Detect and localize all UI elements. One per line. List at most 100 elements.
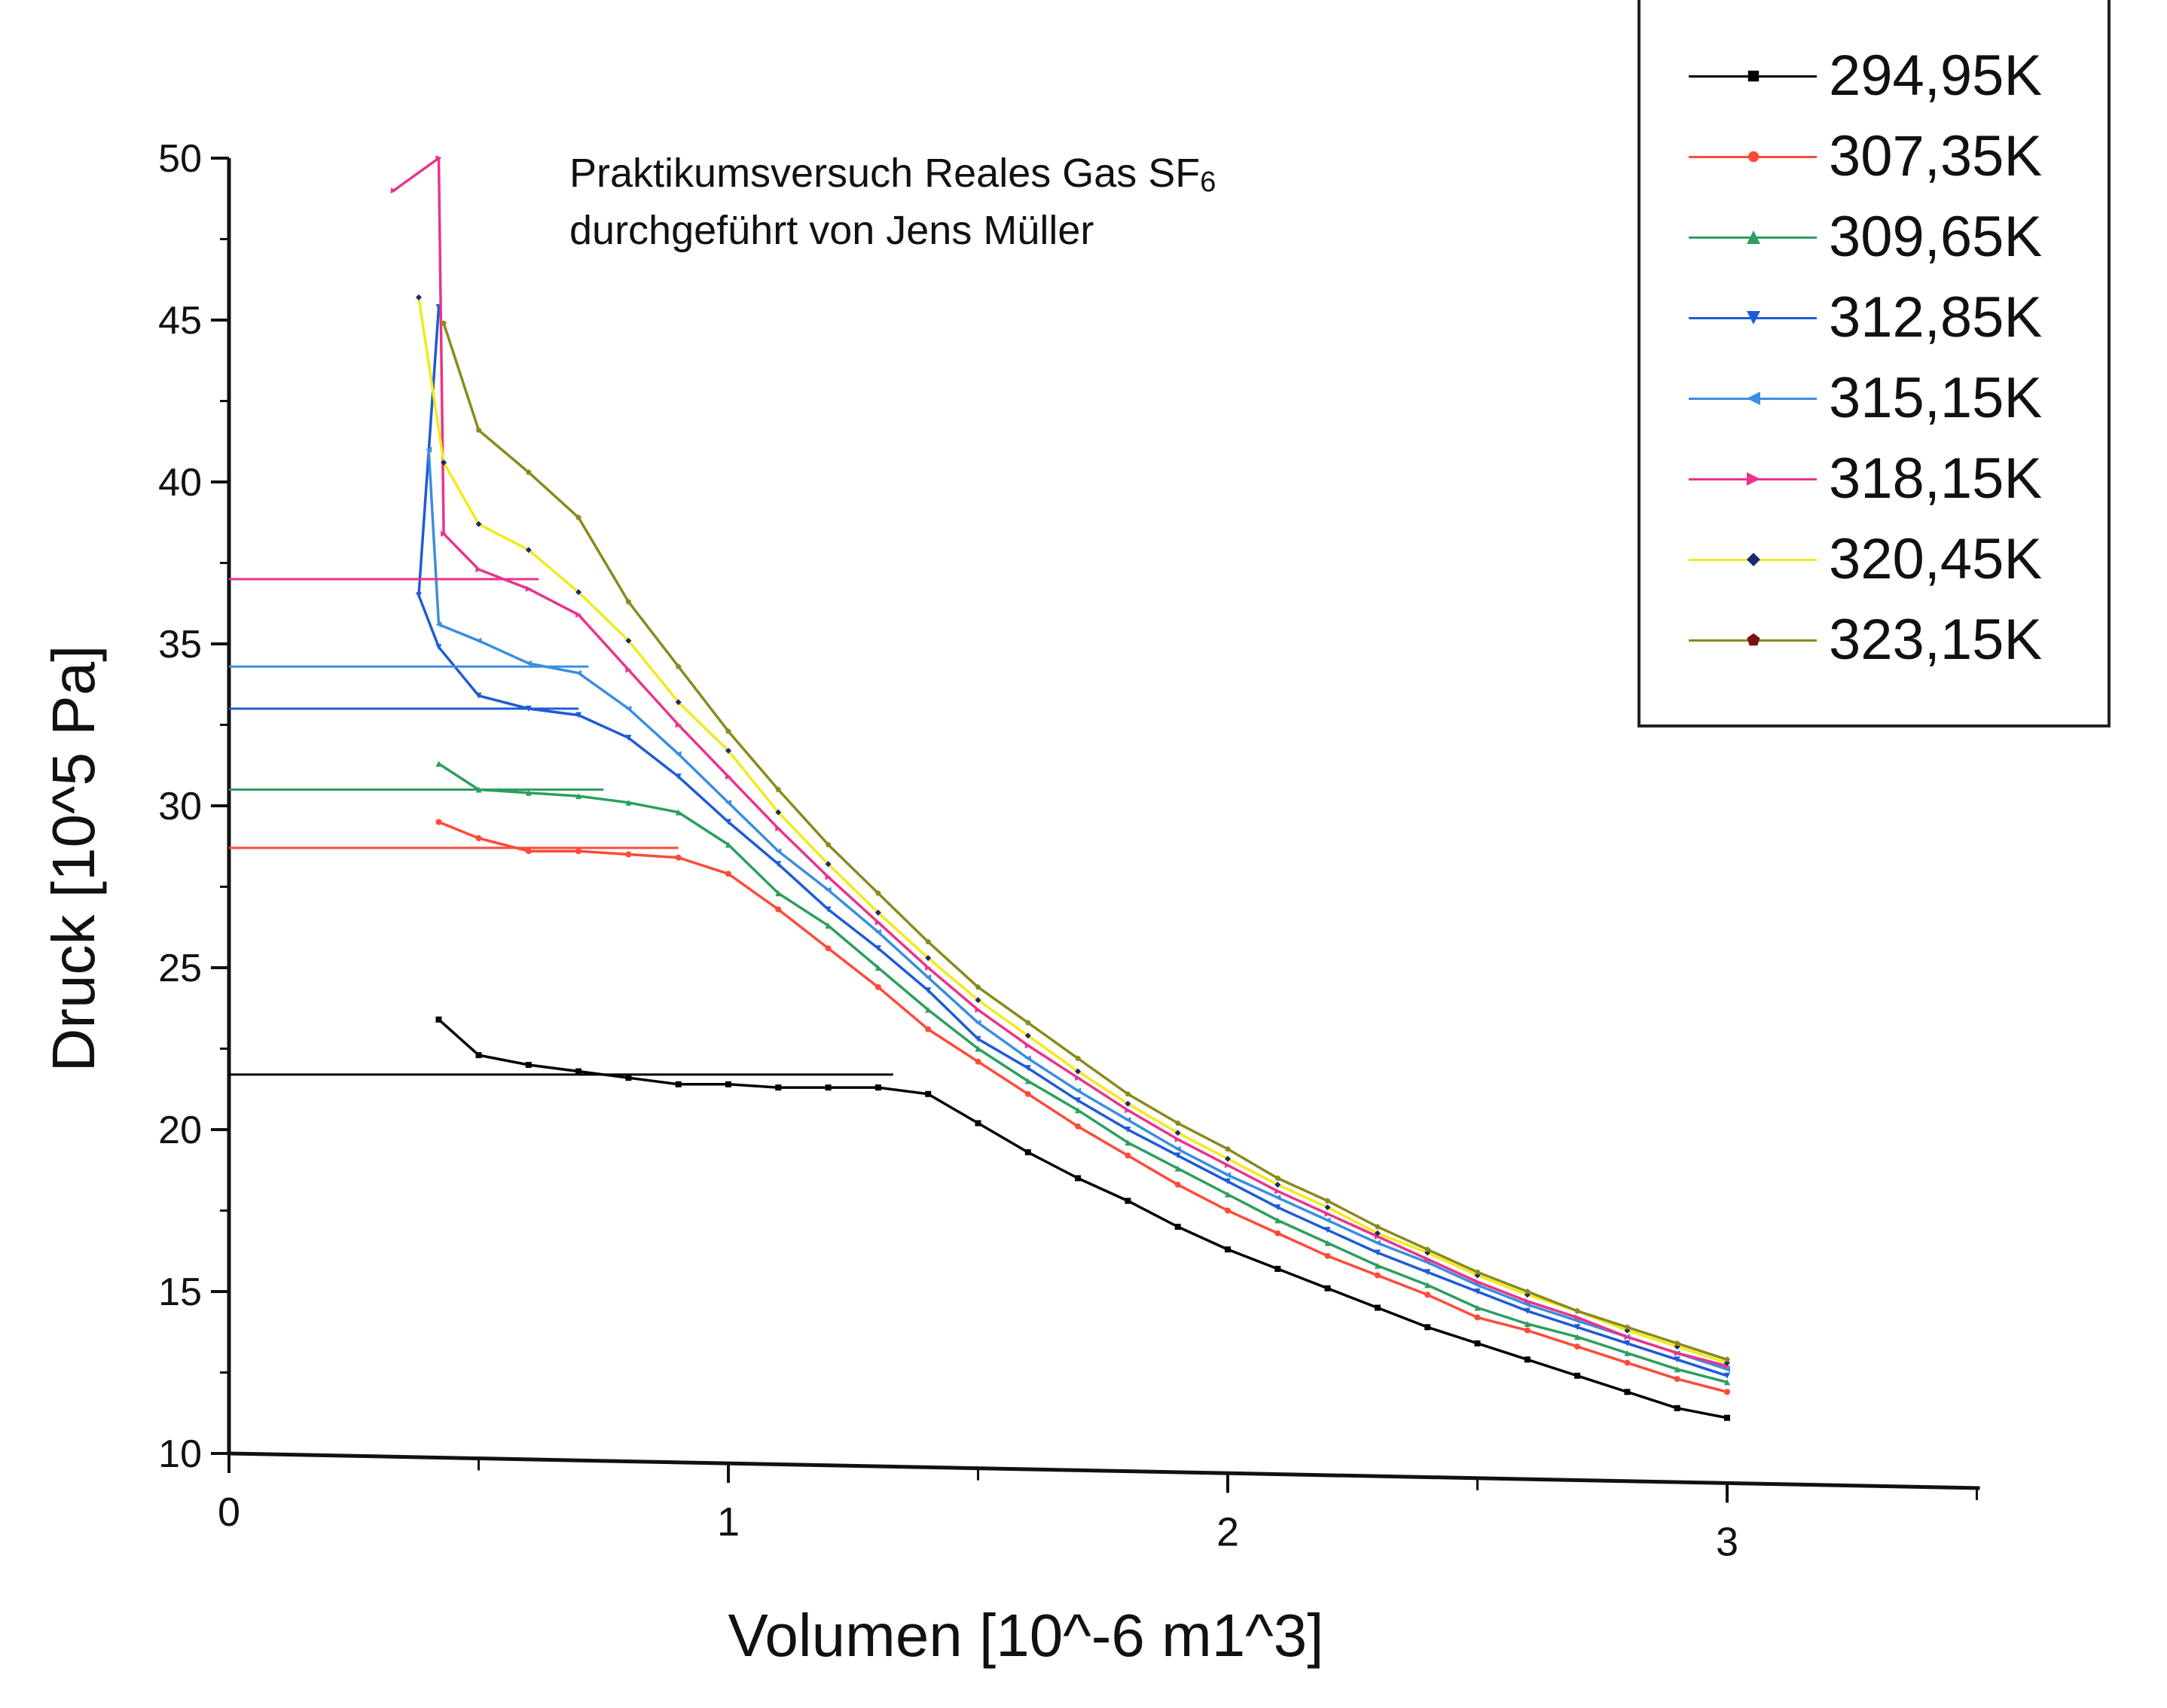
annotation-line-1: Praktikumsversuch Reales Gas SF6 xyxy=(569,151,1216,198)
y-tick-label: 15 xyxy=(158,1270,202,1314)
data-point xyxy=(1225,1155,1231,1162)
data-point xyxy=(1624,1340,1631,1347)
data-point xyxy=(435,621,442,628)
data-point xyxy=(1024,1042,1031,1049)
data-point xyxy=(675,751,682,758)
data-point xyxy=(625,734,632,741)
data-point xyxy=(825,886,832,893)
series-line xyxy=(417,307,1728,1377)
y-axis-title: Druck [10^5 Pa] xyxy=(40,645,107,1072)
data-point xyxy=(441,459,447,466)
legend-marker-icon xyxy=(1747,553,1760,566)
data-point xyxy=(975,1045,981,1052)
data-point xyxy=(1274,1230,1281,1237)
x-tick-label: 3 xyxy=(1716,1519,1738,1564)
data-point xyxy=(1225,1162,1231,1169)
data-point xyxy=(874,1084,881,1091)
data-point xyxy=(475,637,482,644)
data-point xyxy=(975,984,981,990)
data-point xyxy=(675,809,682,816)
data-point xyxy=(775,906,782,913)
data-point xyxy=(1324,1285,1331,1292)
y-tick-label: 40 xyxy=(158,461,202,505)
data-point xyxy=(1524,1356,1531,1363)
data-point xyxy=(1674,1405,1680,1411)
data-point xyxy=(825,874,832,880)
data-point xyxy=(925,1090,932,1097)
data-point xyxy=(825,1084,832,1091)
data-point xyxy=(1724,1362,1730,1369)
data-point xyxy=(1125,1152,1131,1159)
data-point xyxy=(525,660,532,666)
data-point xyxy=(725,871,731,877)
data-point xyxy=(1374,1230,1381,1237)
data-point xyxy=(475,566,482,573)
data-point xyxy=(675,721,682,728)
data-point xyxy=(1174,1182,1181,1188)
data-point xyxy=(975,1120,981,1127)
data-point xyxy=(1624,1350,1631,1356)
data-point xyxy=(435,155,442,161)
data-point xyxy=(725,819,731,825)
data-point xyxy=(1624,1389,1631,1395)
series-line xyxy=(438,1018,1728,1420)
data-point xyxy=(1624,1359,1631,1366)
data-point xyxy=(1724,1372,1730,1379)
data-point xyxy=(874,965,881,971)
data-point xyxy=(825,906,832,913)
data-point xyxy=(1274,1217,1281,1224)
data-point xyxy=(1024,1149,1031,1156)
data-point xyxy=(775,848,782,855)
legend-item: 320,45K xyxy=(1641,523,2114,598)
data-point xyxy=(874,909,881,916)
data-point xyxy=(426,447,432,453)
data-point xyxy=(441,530,447,537)
data-point xyxy=(1624,1324,1631,1330)
legend-item: 294,95K xyxy=(1641,39,2114,114)
legend-item: 318,15K xyxy=(1641,442,2114,517)
legend-item: 307,35K xyxy=(1641,120,2114,195)
data-point xyxy=(475,786,482,793)
data-point xyxy=(625,1075,632,1081)
data-point xyxy=(625,706,632,712)
data-point xyxy=(575,712,582,718)
data-point xyxy=(575,848,582,855)
data-point xyxy=(1125,1197,1131,1204)
legend-label: 315,15K xyxy=(1829,366,2043,430)
legend-label: 294,95K xyxy=(1829,44,2043,108)
data-point xyxy=(675,854,682,861)
data-point xyxy=(725,728,731,734)
data-point xyxy=(575,514,581,520)
data-point xyxy=(525,789,532,796)
legend-marker-icon xyxy=(1747,633,1760,646)
data-point xyxy=(1174,1152,1181,1159)
legend-marker-icon xyxy=(1747,151,1760,163)
data-point xyxy=(975,1006,981,1013)
series-line xyxy=(442,322,1728,1361)
data-point xyxy=(1075,1175,1082,1182)
data-point xyxy=(1374,1249,1381,1256)
data-point xyxy=(1274,1265,1281,1272)
x-tick-label: 0 xyxy=(218,1490,240,1535)
data-point xyxy=(1674,1340,1680,1347)
data-point xyxy=(1125,1100,1131,1107)
data-point xyxy=(1374,1262,1381,1269)
data-point xyxy=(1574,1307,1580,1314)
data-point xyxy=(1174,1145,1181,1152)
data-point xyxy=(825,923,832,929)
data-point xyxy=(1075,1123,1082,1130)
data-point xyxy=(1574,1314,1581,1321)
legend-item: 309,65K xyxy=(1641,200,2114,276)
data-point xyxy=(525,547,532,554)
data-point xyxy=(1225,1172,1231,1179)
data-point xyxy=(415,592,422,599)
data-point xyxy=(435,1016,442,1023)
data-point xyxy=(1075,1107,1082,1114)
data-point xyxy=(1374,1304,1381,1311)
legend-label: 309,65K xyxy=(1829,205,2043,269)
data-point xyxy=(1324,1240,1331,1246)
data-point xyxy=(1424,1324,1431,1331)
data-point xyxy=(874,929,881,935)
data-point xyxy=(1424,1292,1431,1298)
data-point xyxy=(575,612,582,618)
